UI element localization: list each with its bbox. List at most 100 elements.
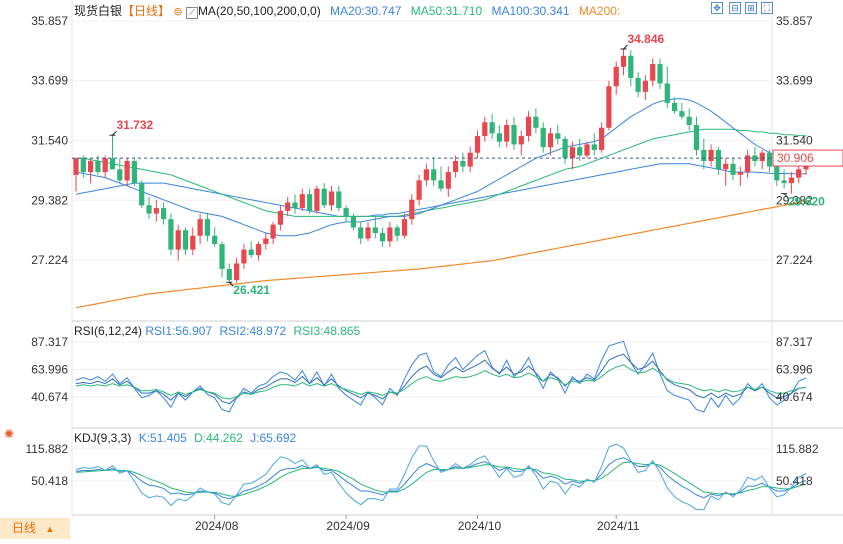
candle <box>328 185 335 211</box>
price-tick-right-2: 31.540 <box>776 134 813 148</box>
triangle-up-icon: ▲ <box>45 524 55 534</box>
zoom-in-icon[interactable]: ⊞ <box>745 2 757 14</box>
candle-body <box>723 163 729 170</box>
j-value: J:65.692 <box>250 431 297 445</box>
candle <box>226 263 232 283</box>
candle <box>555 125 561 145</box>
indicator-series <box>75 340 807 511</box>
settings-gear-icon[interactable]: ✺ <box>4 427 15 441</box>
candle <box>599 122 605 153</box>
candle <box>336 185 342 211</box>
candle-body <box>321 188 327 206</box>
candle-body <box>460 161 466 167</box>
candle <box>307 188 313 214</box>
candle <box>628 50 634 87</box>
candle <box>139 180 145 209</box>
last-price-box <box>772 149 843 167</box>
candle-body <box>255 244 262 256</box>
ma20-value: MA20:30.747 <box>330 4 402 18</box>
candle-body <box>190 235 196 250</box>
candle-body <box>518 136 524 145</box>
candle-body <box>234 263 240 281</box>
candle <box>314 185 320 214</box>
candle-body <box>241 249 247 264</box>
candle <box>569 141 575 170</box>
period-tab[interactable]: 日线 ▲ <box>0 518 70 539</box>
fullscreen-icon[interactable]: ⛶ <box>761 2 773 14</box>
candle <box>190 227 196 256</box>
ma20-line <box>75 98 807 237</box>
candle <box>460 152 466 173</box>
candle-body <box>715 149 721 170</box>
candle-body <box>708 149 714 162</box>
candle <box>781 169 787 189</box>
rsi-tick-left-2: 40.674 <box>31 390 68 404</box>
candle <box>350 213 356 231</box>
lock-icon[interactable]: ⊜ <box>173 6 183 18</box>
candle <box>526 111 532 142</box>
kdj-name: KDJ(9,3,3) <box>74 431 132 445</box>
candle <box>701 138 707 170</box>
price-tick-left-1: 33.699 <box>31 74 68 88</box>
candle-body <box>504 125 510 142</box>
kdj-tick-right-0: 115.882 <box>776 442 819 456</box>
candle <box>511 116 517 150</box>
candle <box>423 163 429 186</box>
candle-body <box>613 66 619 87</box>
candle-body <box>380 232 386 242</box>
d-value: D:44.262 <box>194 431 243 445</box>
candle-body <box>745 155 751 173</box>
price-tick-right-1: 33.699 <box>776 74 813 88</box>
kdj-line-k <box>75 457 807 500</box>
period-tag[interactable]: 【日线】 <box>122 4 171 18</box>
candle <box>693 116 700 156</box>
extreme-label-low_2: 29.620 <box>788 195 825 209</box>
candle <box>175 224 181 261</box>
candle-body <box>606 86 612 128</box>
candle-body <box>299 194 305 209</box>
rsi-tick-right-2: 40.674 <box>776 390 813 404</box>
ma-label: MA(20,50,100,200,0,0) <box>197 4 321 18</box>
candle <box>358 221 364 245</box>
x-tick-label-1: 2024/09 <box>326 519 370 533</box>
candle-body <box>409 199 415 220</box>
candle <box>153 199 159 222</box>
kdj-tick-right-1: 50.418 <box>776 474 813 488</box>
ma100-value: MA100:30.341 <box>491 4 570 18</box>
candle <box>219 241 225 278</box>
candle-body <box>358 227 364 239</box>
candle <box>168 213 174 256</box>
candle-body <box>445 172 451 189</box>
candle-body <box>401 219 408 236</box>
candle <box>642 75 648 101</box>
rsi-line-rsi3 <box>75 364 807 400</box>
candle-body <box>95 161 101 173</box>
candle-body <box>511 125 517 145</box>
price-tick-right-0: 35.857 <box>776 14 813 28</box>
last-price-label: 30.906 <box>777 151 814 165</box>
candle-body <box>555 133 561 139</box>
candle-body <box>270 224 276 239</box>
extreme-pointer <box>112 130 117 136</box>
candle <box>591 133 597 156</box>
candle <box>474 130 481 159</box>
price-tick-left-0: 35.857 <box>31 14 68 28</box>
candle-body <box>88 161 94 173</box>
candle-body <box>620 55 627 67</box>
candle-body <box>73 158 79 175</box>
candle-body <box>796 169 802 178</box>
candle <box>416 174 422 206</box>
expand-icon[interactable]: ✥ <box>711 2 723 14</box>
indicator-settings-icon[interactable]: ⟋ <box>185 7 198 19</box>
candle-body <box>124 161 130 181</box>
candle-body <box>226 268 232 281</box>
candle-body <box>540 127 546 148</box>
candle-body <box>394 227 400 236</box>
kdj-line-j <box>75 443 807 511</box>
ma200-value: MA200: <box>578 4 621 18</box>
candle <box>796 163 802 184</box>
candle <box>489 113 495 139</box>
candle <box>365 221 371 242</box>
instrument-name: 现货白银 <box>74 4 123 18</box>
zoom-out-icon[interactable]: ⊟ <box>729 2 741 14</box>
